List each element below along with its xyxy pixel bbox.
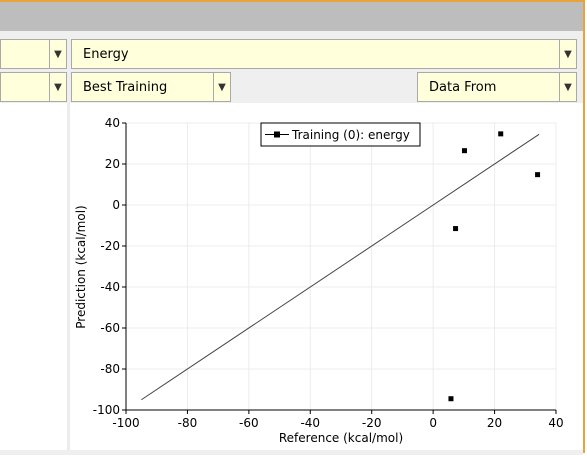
y-tick-label: 40 bbox=[105, 116, 120, 130]
chart-legend: Training (0): energy bbox=[260, 122, 421, 147]
x-tick-label: -100 bbox=[112, 416, 139, 430]
legend-box bbox=[260, 122, 421, 147]
left-combo-row2[interactable]: ▼ bbox=[0, 72, 67, 102]
x-tick-label: -40 bbox=[300, 416, 320, 430]
energy-combo[interactable]: Energy ▼ bbox=[71, 39, 577, 69]
title-bar bbox=[0, 2, 583, 31]
data-point bbox=[448, 396, 454, 402]
fit-line bbox=[141, 133, 540, 401]
y-tick-label: 20 bbox=[105, 157, 120, 171]
y-tick-label: -80 bbox=[100, 362, 120, 376]
panel-divider[interactable] bbox=[67, 103, 70, 453]
y-tick-label: 0 bbox=[112, 198, 120, 212]
chevron-down-icon[interactable]: ▼ bbox=[49, 40, 66, 68]
x-tick-label: 40 bbox=[548, 416, 563, 430]
data-from-combo[interactable]: Data From ▼ bbox=[417, 72, 577, 102]
chart-axes bbox=[125, 123, 556, 411]
best-training-combo[interactable]: Best Training ▼ bbox=[71, 72, 231, 102]
y-tick-label: -40 bbox=[100, 280, 120, 294]
data-from-combo-label: Data From bbox=[429, 80, 497, 95]
chevron-down-icon[interactable]: ▼ bbox=[559, 73, 576, 101]
left-combo-row1[interactable]: ▼ bbox=[0, 39, 67, 69]
x-tick-label: 0 bbox=[429, 416, 437, 430]
energy-combo-label: Energy bbox=[83, 47, 129, 62]
y-tick-label: -60 bbox=[100, 321, 120, 335]
chevron-down-icon[interactable]: ▼ bbox=[559, 40, 576, 68]
x-tick-label: 20 bbox=[487, 416, 502, 430]
chart-ticks: -100 -80 -60 -40 -20 0 20 40 -100 -80 -60 -40 -20 0 20… bbox=[93, 116, 564, 430]
legend-point-marker bbox=[274, 131, 280, 138]
data-point bbox=[461, 148, 467, 154]
y-tick-label: -20 bbox=[100, 239, 120, 253]
left-panel bbox=[0, 103, 67, 453]
chevron-down-icon[interactable]: ▼ bbox=[213, 73, 230, 101]
scatter-chart: -100 -80 -60 -40 -20 0 20 40 -100 -80 -60 -40 -20 0 20… bbox=[74, 116, 564, 445]
x-axis-label: Reference (kcal/mol) bbox=[279, 431, 403, 445]
chevron-down-icon[interactable]: ▼ bbox=[49, 73, 66, 101]
data-point bbox=[453, 226, 459, 232]
legend-entry: Training (0): energy bbox=[291, 128, 410, 142]
bottom-bar bbox=[0, 450, 583, 455]
toolbar: ▼ Energy ▼ ▼ Best Training ▼ Data From ▼ bbox=[0, 31, 583, 103]
data-point bbox=[535, 172, 541, 178]
chart-points bbox=[448, 131, 541, 402]
best-training-combo-label: Best Training bbox=[83, 80, 168, 95]
y-axis-label: Prediction (kcal/mol) bbox=[74, 205, 88, 328]
x-tick-label: -60 bbox=[239, 416, 259, 430]
chart-fit-line bbox=[141, 133, 540, 401]
plot-area: -100 -80 -60 -40 -20 0 20 40 -100 -80 -60 -40 -20 0 20… bbox=[70, 103, 583, 453]
x-tick-label: -20 bbox=[362, 416, 382, 430]
y-tick-label: -100 bbox=[93, 403, 120, 417]
x-tick-label: -80 bbox=[178, 416, 198, 430]
data-point bbox=[498, 131, 504, 137]
